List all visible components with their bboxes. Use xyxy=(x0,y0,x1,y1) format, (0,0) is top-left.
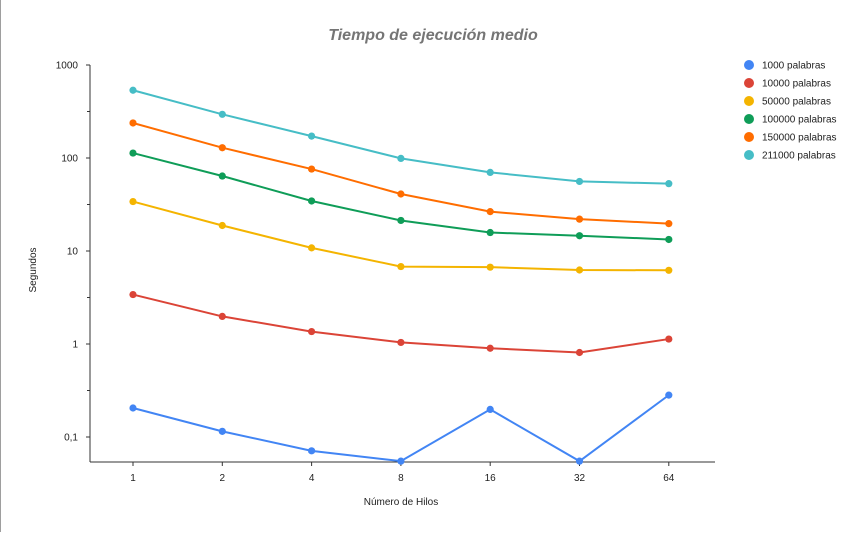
legend-label: 100000 palabras xyxy=(762,115,837,126)
legend-item[interactable]: 10000 palabras xyxy=(744,78,831,90)
legend-label: 10000 palabras xyxy=(762,79,831,90)
series-line xyxy=(132,89,669,185)
data-point[interactable] xyxy=(665,220,673,228)
data-point[interactable] xyxy=(129,290,137,299)
data-point[interactable] xyxy=(218,312,226,321)
y-axis: 1000 100 10 1 0,1 xyxy=(56,61,91,462)
data-point[interactable] xyxy=(665,180,673,188)
data-point[interactable] xyxy=(397,190,405,198)
data-point[interactable] xyxy=(308,197,316,205)
data-point[interactable] xyxy=(486,263,494,271)
data-point[interactable] xyxy=(575,232,584,240)
series-2 xyxy=(129,197,673,274)
series-line xyxy=(132,394,670,463)
data-point[interactable] xyxy=(575,266,584,274)
legend-swatch xyxy=(744,60,754,70)
legend-item[interactable]: 100000 palabras xyxy=(744,114,837,126)
legend-item[interactable]: 1000 palabras xyxy=(744,60,825,72)
data-point[interactable] xyxy=(218,221,226,230)
legend-item[interactable]: 211000 palabras xyxy=(744,150,836,162)
data-point[interactable] xyxy=(397,338,405,347)
data-point[interactable] xyxy=(665,235,673,244)
data-point[interactable] xyxy=(308,447,316,455)
legend-label: 50000 palabras xyxy=(762,97,831,108)
data-point[interactable] xyxy=(486,208,494,216)
x-tick-label: 1 xyxy=(130,473,136,484)
data-point[interactable] xyxy=(129,119,137,127)
chart-title: Tiempo de ejecución medio xyxy=(328,27,538,44)
x-tick-label: 8 xyxy=(398,473,404,484)
y-tick-label: 10 xyxy=(67,247,79,258)
data-point[interactable] xyxy=(397,216,405,225)
data-point[interactable] xyxy=(397,262,405,271)
x-tick-label: 4 xyxy=(309,473,315,484)
data-point[interactable] xyxy=(218,172,226,180)
legend-item[interactable]: 150000 palabras xyxy=(744,132,837,144)
legend-label: 150000 palabras xyxy=(762,133,837,144)
data-point[interactable] xyxy=(575,215,584,223)
x-tick-label: 64 xyxy=(663,473,675,484)
y-tick-label: 1000 xyxy=(56,61,79,72)
data-point[interactable] xyxy=(129,404,137,412)
y-tick-label: 0,1 xyxy=(64,433,78,444)
data-point[interactable] xyxy=(129,197,137,206)
x-tick-label: 32 xyxy=(574,473,586,484)
data-point[interactable] xyxy=(575,457,584,465)
data-point[interactable] xyxy=(308,327,316,336)
data-point[interactable] xyxy=(486,405,494,414)
data-point[interactable] xyxy=(486,228,494,237)
legend-label: 211000 palabras xyxy=(762,151,836,162)
data-point[interactable] xyxy=(129,149,137,157)
legend-swatch xyxy=(744,114,754,124)
legend: 1000 palabras 10000 palabras 50000 palabra… xyxy=(744,60,837,162)
x-axis: 1 2 4 8 16 32 64 xyxy=(90,461,715,484)
y-axis-title: Segundos xyxy=(28,247,39,292)
series-1 xyxy=(129,290,673,357)
series-5 xyxy=(129,86,673,188)
data-point[interactable] xyxy=(665,266,673,274)
legend-swatch xyxy=(744,78,754,88)
data-point[interactable] xyxy=(218,144,226,152)
data-point[interactable] xyxy=(397,154,405,163)
x-tick-label: 16 xyxy=(485,473,497,484)
y-tick-label: 100 xyxy=(61,154,78,165)
legend-label: 1000 palabras xyxy=(762,61,825,72)
series-0 xyxy=(129,391,673,465)
x-tick-label: 2 xyxy=(220,473,226,484)
legend-item[interactable]: 50000 palabras xyxy=(744,96,831,108)
data-point[interactable] xyxy=(575,177,584,186)
legend-swatch xyxy=(744,132,754,142)
data-point[interactable] xyxy=(129,86,137,94)
data-point[interactable] xyxy=(218,427,226,435)
data-point[interactable] xyxy=(665,335,673,343)
data-point[interactable] xyxy=(218,110,226,118)
plot-area xyxy=(129,86,673,465)
data-point[interactable] xyxy=(308,132,316,140)
data-point[interactable] xyxy=(665,391,673,399)
y-tick-label: 1 xyxy=(72,340,78,351)
data-point[interactable] xyxy=(575,348,584,357)
data-point[interactable] xyxy=(486,344,494,352)
legend-swatch xyxy=(744,150,754,160)
data-point[interactable] xyxy=(397,457,405,465)
data-point[interactable] xyxy=(486,168,494,177)
x-axis-title: Número de Hilos xyxy=(364,497,438,508)
data-point[interactable] xyxy=(308,165,316,173)
legend-swatch xyxy=(744,96,754,106)
series-4 xyxy=(129,119,673,228)
data-point[interactable] xyxy=(308,244,316,252)
series-3 xyxy=(129,149,673,244)
